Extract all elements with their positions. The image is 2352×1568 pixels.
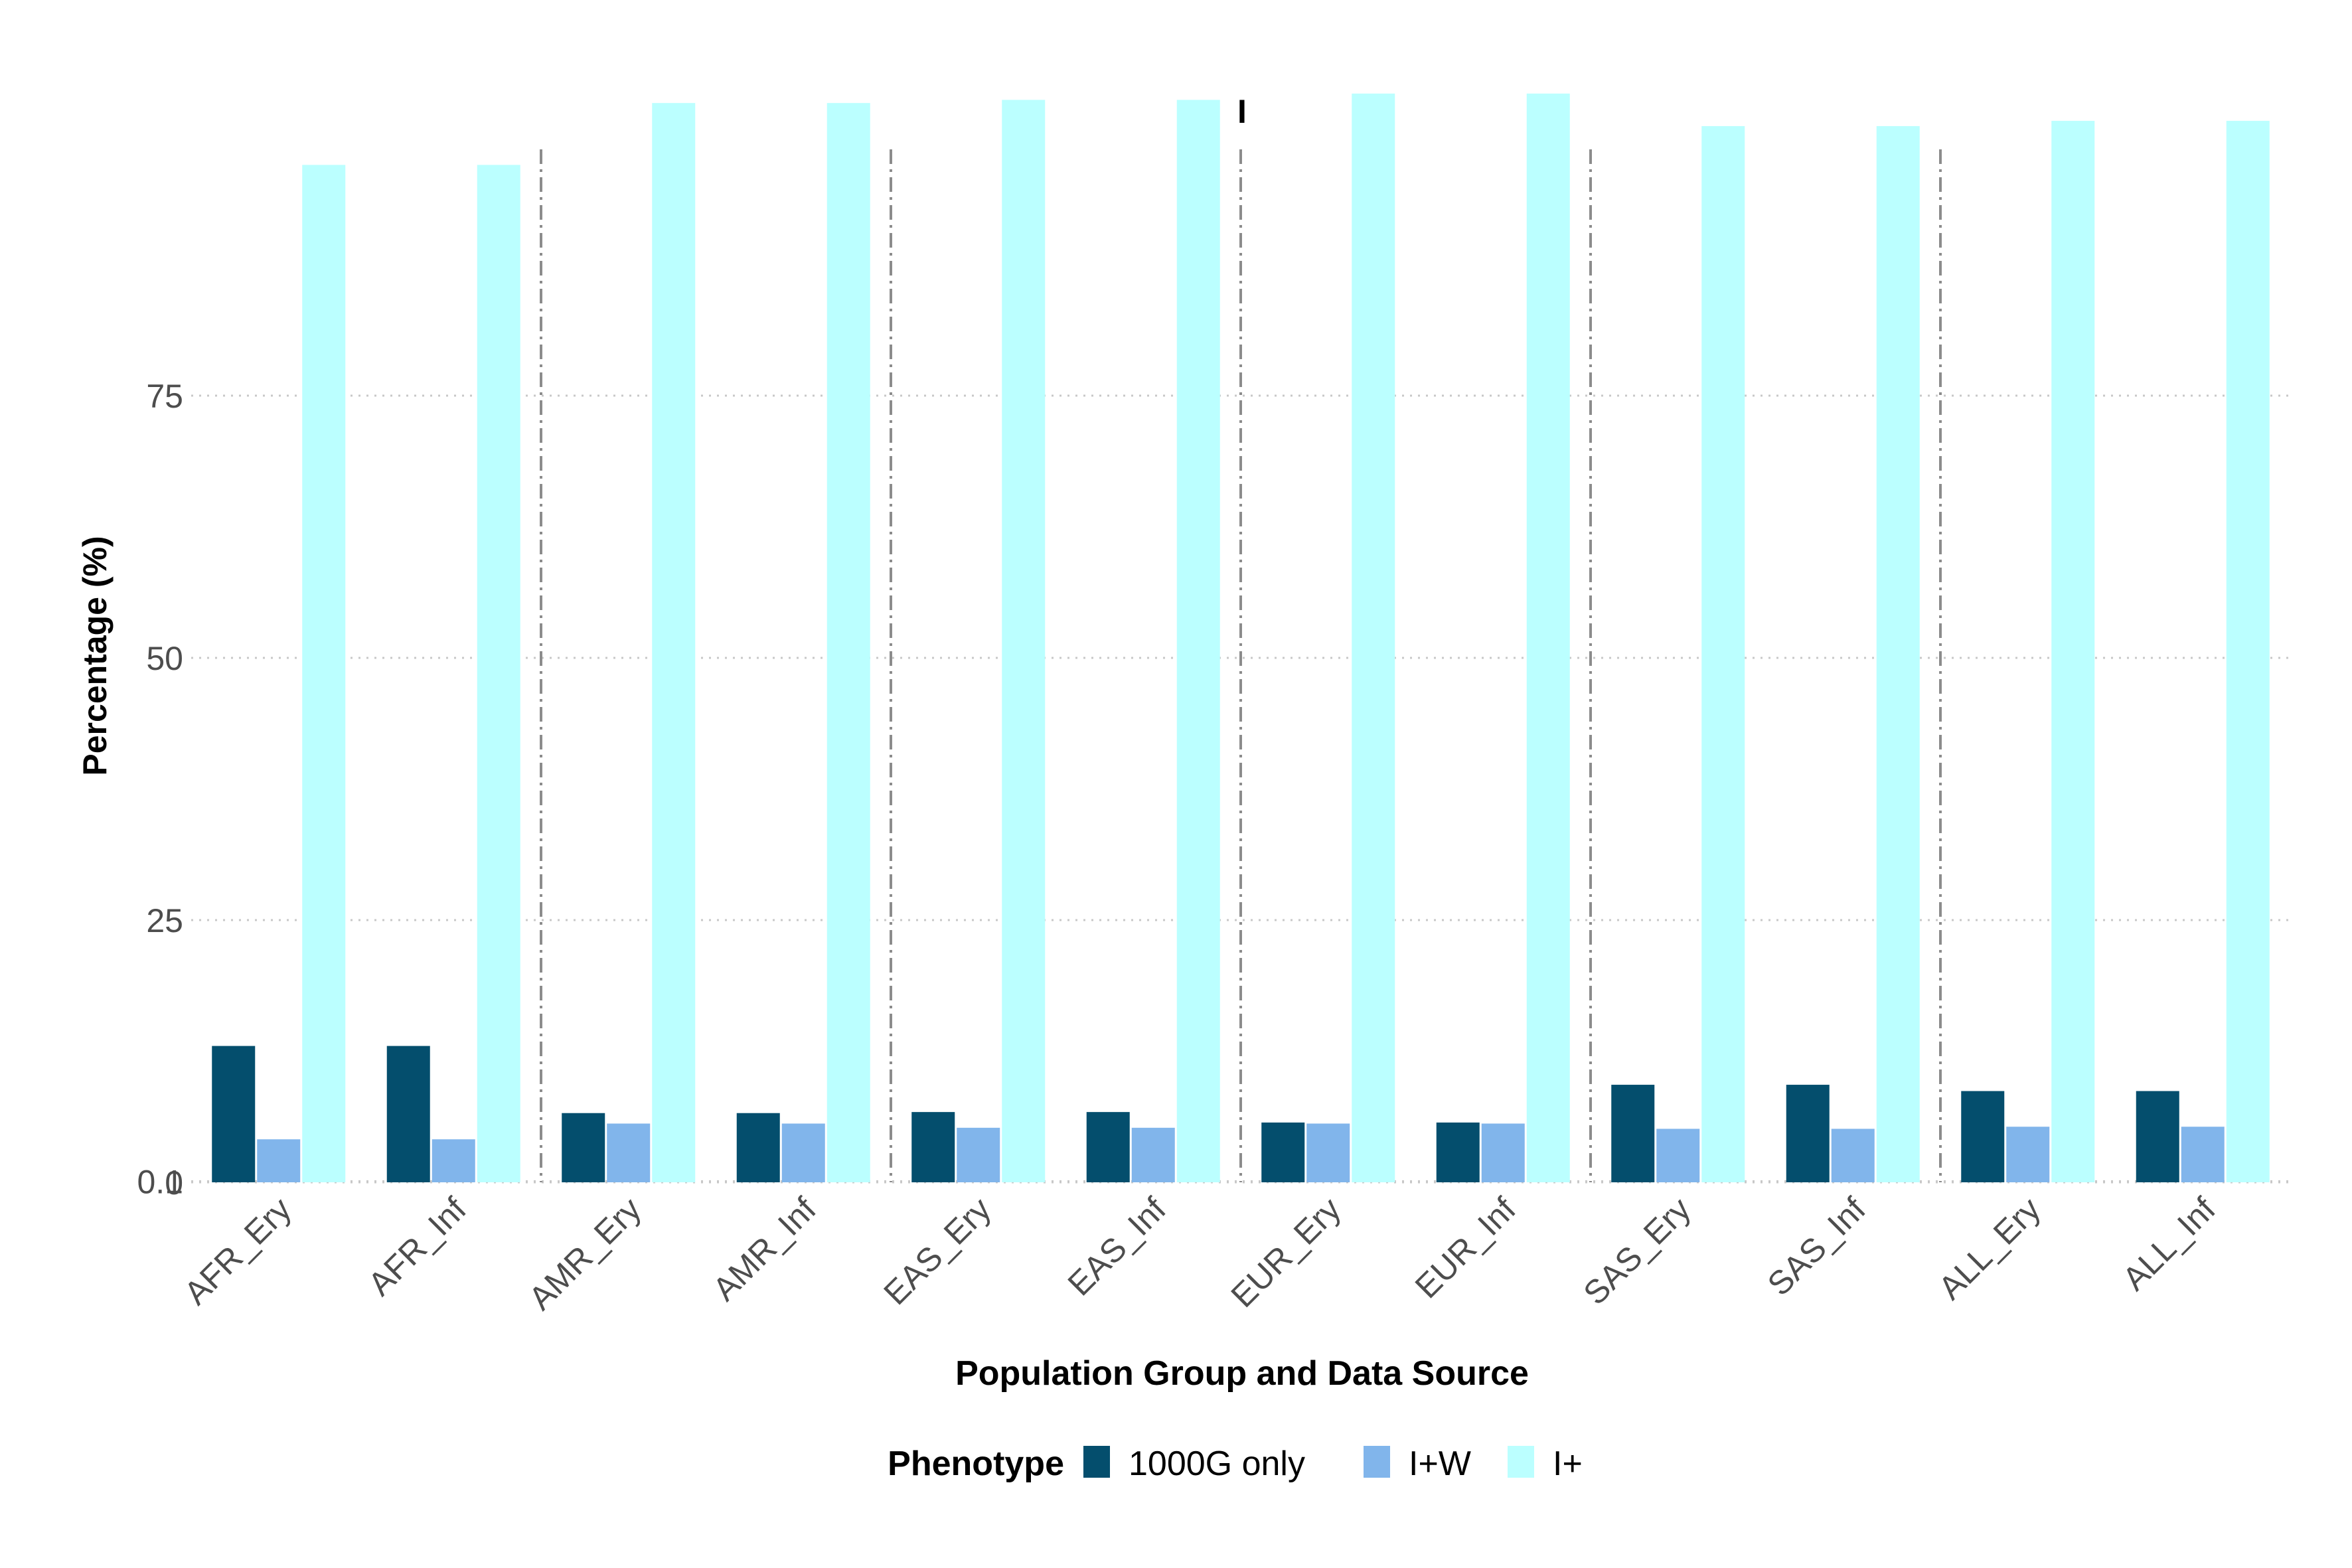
legend-key-I- bbox=[1508, 1446, 1534, 1478]
y-tick-label: 0.1 bbox=[137, 1163, 183, 1200]
x-tick-label: ALL_Inf bbox=[2116, 1190, 2223, 1298]
bar-SAS_Ery-I- bbox=[1701, 125, 1745, 1183]
chart-title: I bbox=[1237, 93, 1247, 130]
bar-SAS_Inf-I-W bbox=[1831, 1129, 1875, 1182]
x-tick-label: ALL_Ery bbox=[1931, 1190, 2047, 1306]
x-tick-label: SAS_Inf bbox=[1761, 1190, 1873, 1302]
y-tick-label: 75 bbox=[146, 378, 183, 415]
x-tick-label: EAS_Inf bbox=[1061, 1190, 1173, 1302]
bar-ALL_Inf-1000G-only bbox=[2136, 1091, 2179, 1182]
bar-EUR_Inf-I- bbox=[1526, 93, 1570, 1183]
legend-label: 1000G only bbox=[1129, 1445, 1305, 1483]
legend-label: I+W bbox=[1409, 1445, 1471, 1483]
bar-EAS_Inf-1000G-only bbox=[1086, 1112, 1130, 1182]
bar-AMR_Inf-1000G-only bbox=[736, 1113, 780, 1182]
x-tick-label: SAS_Ery bbox=[1576, 1190, 1697, 1312]
bar-ALL_Ery-I- bbox=[2051, 121, 2095, 1182]
legend-key-1000G-only bbox=[1083, 1446, 1110, 1478]
bars bbox=[212, 93, 2270, 1183]
y-axis-title: Percentage (%) bbox=[76, 536, 114, 775]
bar-ALL_Ery-1000G-only bbox=[1961, 1091, 2005, 1182]
y-tick-label: 0 bbox=[165, 1164, 183, 1202]
legend: Phenotype 1000G only I+W I+ bbox=[888, 1445, 1583, 1483]
bar-AMR_Ery-1000G-only bbox=[562, 1113, 605, 1182]
bar-EAS_Inf-I- bbox=[1176, 100, 1220, 1183]
legend-label: I+ bbox=[1553, 1445, 1583, 1483]
bar-AFR_Ery-I-W bbox=[257, 1139, 301, 1182]
bar-EUR_Ery-I- bbox=[1352, 93, 1395, 1183]
group-separators bbox=[540, 149, 1942, 1182]
x-tick-label: AMR_Ery bbox=[522, 1190, 649, 1317]
bar-SAS_Ery-I-W bbox=[1656, 1129, 1700, 1182]
bar-ALL_Ery-I-W bbox=[2006, 1127, 2050, 1182]
y-tick-label: 25 bbox=[146, 902, 183, 939]
bar-SAS_Inf-1000G-only bbox=[1786, 1085, 1830, 1182]
bar-AFR_Inf-I- bbox=[477, 165, 520, 1182]
x-tick-label: EUR_Inf bbox=[1408, 1190, 1523, 1305]
bar-EUR_Ery-1000G-only bbox=[1261, 1122, 1305, 1182]
bar-AFR_Inf-I-W bbox=[431, 1139, 475, 1182]
bar-AFR_Ery-I- bbox=[302, 165, 346, 1182]
bar-EUR_Inf-I-W bbox=[1481, 1123, 1525, 1182]
bar-EAS_Inf-I-W bbox=[1131, 1127, 1175, 1182]
bar-AMR_Ery-I- bbox=[652, 103, 696, 1183]
y-axis-ticks: 00.1 25 50 75 bbox=[137, 378, 183, 1202]
bar-AMR_Ery-I-W bbox=[607, 1123, 651, 1182]
x-tick-label: AFR_Ery bbox=[177, 1190, 299, 1312]
bar-EAS_Ery-I-W bbox=[957, 1127, 1000, 1182]
x-axis-title: Population Group and Data Source bbox=[955, 1354, 1529, 1393]
x-tick-label: EAS_Ery bbox=[876, 1190, 998, 1312]
x-tick-label: AFR_Inf bbox=[361, 1190, 473, 1302]
bar-ALL_Inf-I-W bbox=[2181, 1127, 2225, 1182]
bar-EAS_Ery-I- bbox=[1002, 100, 1046, 1183]
bar-AFR_Ery-1000G-only bbox=[212, 1046, 256, 1182]
bar-ALL_Inf-I- bbox=[2226, 121, 2270, 1182]
x-axis-ticks: AFR_Ery AFR_Inf AMR_Ery AMR_Inf EAS_Ery EAS_I… bbox=[177, 1190, 2223, 1317]
bar-AFR_Inf-1000G-only bbox=[386, 1046, 430, 1182]
bar-EUR_Inf-1000G-only bbox=[1436, 1122, 1480, 1182]
bar-EUR_Ery-I-W bbox=[1306, 1123, 1350, 1182]
bar-AMR_Inf-I- bbox=[826, 103, 870, 1183]
x-tick-label: AMR_Inf bbox=[706, 1190, 823, 1308]
bar-SAS_Ery-1000G-only bbox=[1611, 1085, 1655, 1182]
y-tick-label: 50 bbox=[146, 640, 183, 677]
x-tick-label: EUR_Ery bbox=[1224, 1190, 1348, 1314]
bar-SAS_Inf-I- bbox=[1876, 125, 1920, 1183]
bar-AMR_Inf-I-W bbox=[781, 1123, 825, 1182]
legend-key-I-W bbox=[1364, 1446, 1390, 1478]
legend-title: Phenotype bbox=[888, 1445, 1064, 1483]
bar-EAS_Ery-1000G-only bbox=[911, 1112, 955, 1182]
